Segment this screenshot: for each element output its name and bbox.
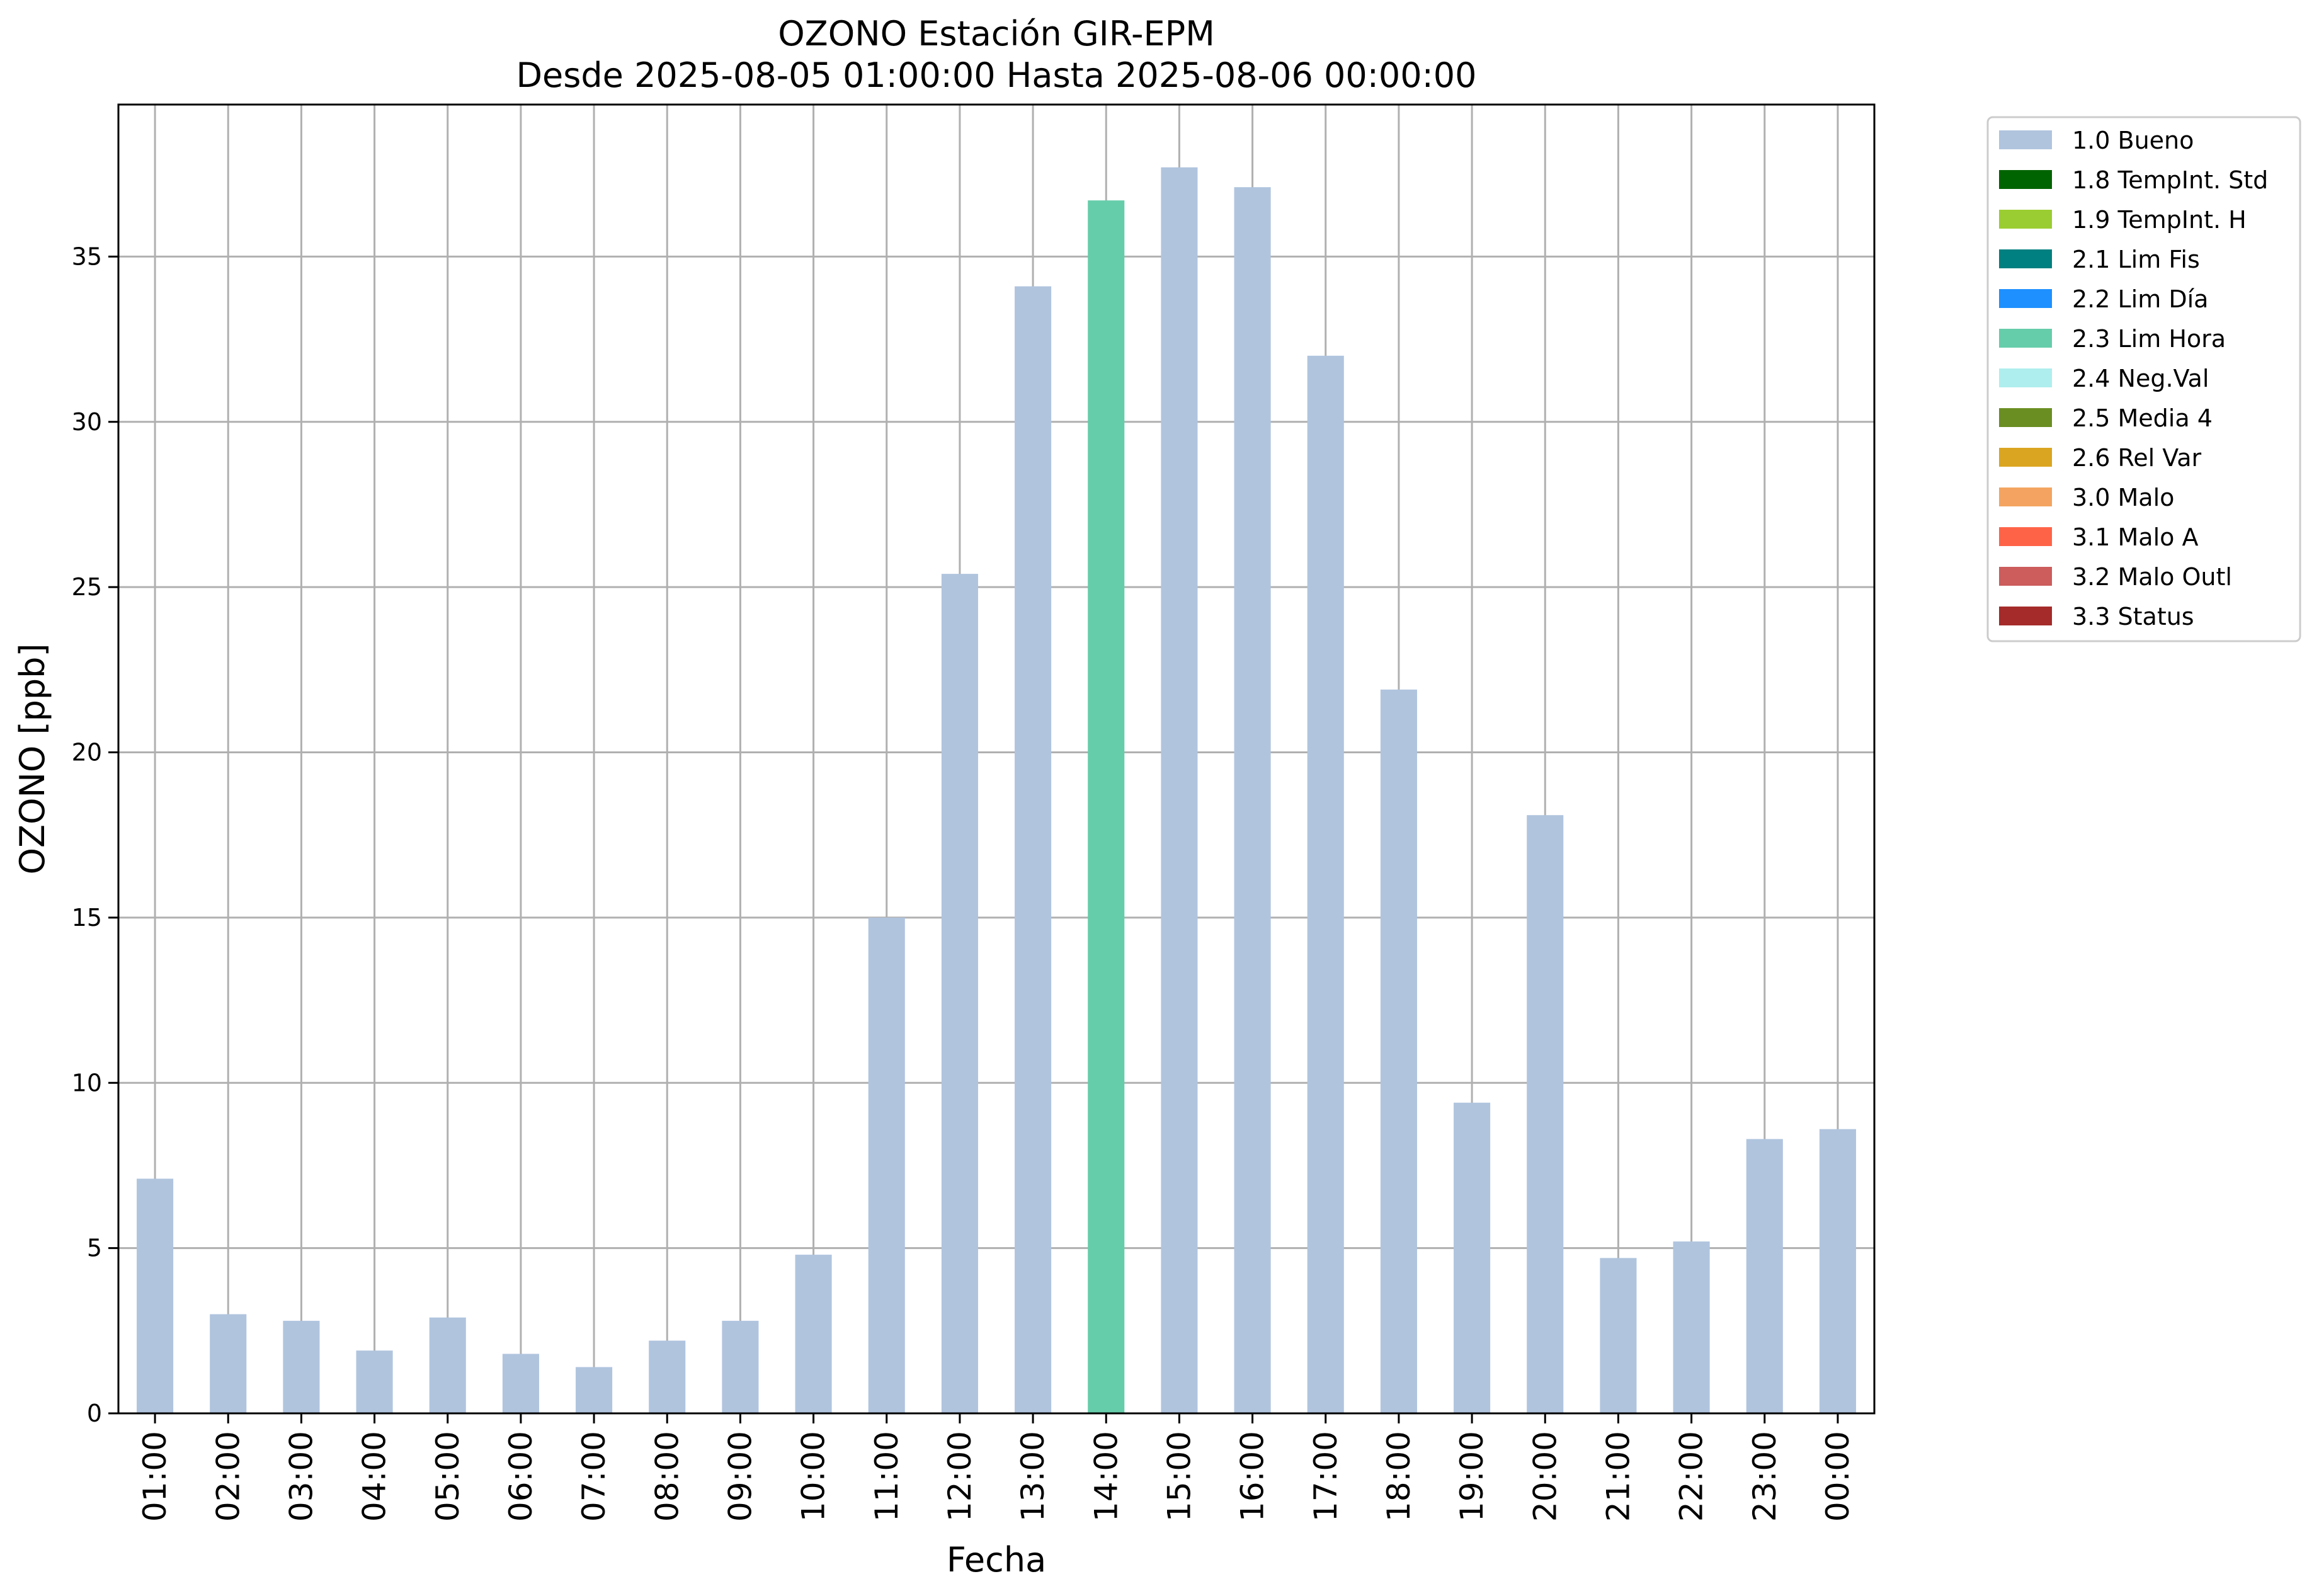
x-tick-label: 15:00 (1161, 1431, 1197, 1522)
x-tick-label: 05:00 (430, 1431, 466, 1522)
x-tick-label: 06:00 (503, 1431, 539, 1522)
x-tick-labels: 01:00 02:00 03:00 04:00 05:00 06:00 07:00 08:00… (137, 1431, 1856, 1522)
legend-label: 2.1 Lim Fis (2072, 246, 2200, 273)
legend-label: 2.6 Rel Var (2072, 444, 2202, 472)
x-tick-label: 00:00 (1820, 1431, 1856, 1522)
x-tick-label: 20:00 (1527, 1431, 1563, 1522)
bar-0100 (137, 1178, 174, 1413)
bar-1400 (1088, 200, 1125, 1413)
y-tick-label: 10 (72, 1069, 102, 1097)
legend-box (1986, 116, 2301, 642)
axis-ticks (108, 255, 1839, 1423)
x-tick-label: 01:00 (137, 1431, 173, 1522)
plot-frame (117, 103, 1876, 1415)
bars (137, 167, 1856, 1414)
legend-label: 2.4 Neg.Val (2072, 365, 2209, 392)
x-tick-label: 13:00 (1015, 1431, 1051, 1522)
x-tick-label: 11:00 (869, 1431, 905, 1522)
x-tick-label: 10:00 (795, 1431, 832, 1522)
bar-1500 (1161, 167, 1198, 1413)
legend-label: 1.0 Bueno (2072, 127, 2194, 154)
legend-label: 2.5 Media 4 (2072, 404, 2213, 432)
bar-0300 (283, 1321, 320, 1413)
bar-0600 (502, 1354, 539, 1413)
bar-1600 (1234, 187, 1271, 1413)
legend-swatch (1999, 448, 2052, 467)
x-tick-label: 21:00 (1600, 1431, 1636, 1522)
bar-0800 (649, 1340, 686, 1413)
bar-0700 (576, 1367, 613, 1413)
x-tick-label: 17:00 (1308, 1431, 1344, 1522)
legend-label: 2.3 Lim Hora (2072, 325, 2226, 353)
bar-1200 (941, 574, 978, 1414)
legend-swatch (1999, 607, 2052, 625)
legend-swatch (1999, 329, 2052, 348)
legend-label: 3.3 Status (2072, 603, 2194, 630)
x-tick-label: 19:00 (1454, 1431, 1490, 1522)
bar-1700 (1307, 355, 1344, 1413)
chart-title: OZONO Estación GIR-EPM (778, 14, 1215, 54)
x-tick-label: 03:00 (283, 1431, 319, 1522)
bar-2100 (1600, 1258, 1637, 1413)
x-tick-label: 02:00 (210, 1431, 246, 1522)
legend-swatch (1999, 408, 2052, 427)
x-tick-label: 04:00 (356, 1431, 393, 1522)
legend-swatch (1999, 487, 2052, 506)
y-tick-labels: 0 5 10 15 20 25 30 35 (72, 242, 102, 1427)
x-tick-label: 08:00 (649, 1431, 685, 1522)
legend-swatch (1999, 170, 2052, 189)
y-tick-label: 0 (87, 1399, 102, 1427)
bar-0500 (429, 1317, 466, 1413)
legend-swatch (1999, 210, 2052, 229)
x-tick-label: 18:00 (1381, 1431, 1417, 1522)
legend-label: 3.0 Malo (2072, 484, 2174, 511)
bar-2200 (1673, 1241, 1710, 1413)
y-tick-label: 15 (72, 904, 102, 932)
bar-0200 (210, 1314, 247, 1413)
bar-2300 (1746, 1139, 1783, 1413)
legend-label: 1.9 TempInt. H (2072, 206, 2247, 234)
x-tick-label: 12:00 (942, 1431, 978, 1522)
bar-1300 (1015, 286, 1052, 1414)
legend-swatch (1999, 567, 2052, 586)
bar-1100 (868, 917, 905, 1413)
y-axis-label: OZONO [ppb] (13, 643, 52, 874)
bar-1800 (1380, 689, 1417, 1413)
bar-0400 (356, 1350, 393, 1413)
legend-label: 2.2 Lim Día (2072, 285, 2208, 313)
y-tick-label: 30 (72, 408, 102, 436)
legend-label: 3.1 Malo A (2072, 523, 2198, 551)
legend-label: 1.8 TempInt. Std (2072, 166, 2268, 194)
legend: 1.0 Bueno 1.8 TempInt. Std 1.9 TempInt. H 2… (1986, 116, 2301, 642)
legend-swatch (1999, 130, 2052, 149)
y-tick-label: 35 (72, 242, 102, 270)
bar-2000 (1527, 815, 1564, 1413)
y-tick-label: 20 (72, 739, 102, 767)
legend-swatch (1999, 289, 2052, 308)
x-axis-label: Fecha (947, 1540, 1046, 1580)
legend-swatch (1999, 249, 2052, 268)
grid (118, 105, 1874, 1415)
bar-1000 (795, 1255, 832, 1413)
x-tick-label: 07:00 (576, 1431, 612, 1522)
legend-swatch (1999, 368, 2052, 387)
x-tick-label: 16:00 (1234, 1431, 1271, 1522)
y-tick-label: 25 (72, 573, 102, 601)
legend-label: 3.2 Malo Outl (2072, 563, 2232, 591)
chart-subtitle: Desde 2025-08-05 01:00:00 Hasta 2025-08-… (516, 55, 1476, 95)
bar-1900 (1454, 1102, 1491, 1413)
x-tick-label: 14:00 (1088, 1431, 1124, 1522)
x-tick-label: 23:00 (1746, 1431, 1783, 1522)
bar-0900 (722, 1321, 759, 1413)
x-tick-label: 09:00 (722, 1431, 758, 1522)
y-tick-label: 5 (87, 1234, 102, 1262)
x-tick-label: 22:00 (1673, 1431, 1710, 1522)
bar-0000 (1819, 1129, 1856, 1413)
legend-swatch (1999, 527, 2052, 546)
